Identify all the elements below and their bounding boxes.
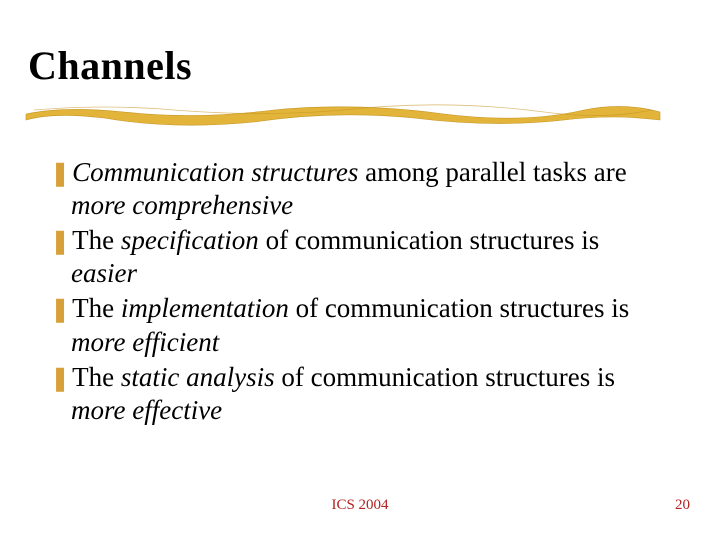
- bullet-text-run: among parallel tasks are: [358, 157, 626, 187]
- bullet-text-run: of communication structures is: [289, 293, 629, 323]
- footer-page-number: 20: [675, 497, 690, 514]
- bullet-text-run: The: [72, 293, 121, 323]
- brush-underline-icon: [24, 100, 664, 126]
- bullet-list: ❚Communication structures among parallel…: [50, 156, 670, 429]
- bullet-text-run: of communication structures is: [275, 362, 615, 392]
- bullet-item: ❚The implementation of communication str…: [50, 292, 670, 358]
- footer-center: ICS 2004: [0, 497, 720, 514]
- bullet-text-run: static analysis: [121, 362, 275, 392]
- bullet-text-run: implementation: [121, 293, 289, 323]
- bullet-text-run: of communication structures is: [259, 225, 599, 255]
- bullet-icon: ❚: [50, 366, 70, 392]
- bullet-icon: ❚: [50, 297, 70, 323]
- slide: Channels ❚Communication structures among…: [0, 0, 720, 540]
- bullet-text-run: more comprehensive: [71, 190, 293, 220]
- bullet-text-run: more efficient: [71, 327, 219, 357]
- bullet-text-run: easier: [71, 258, 137, 288]
- bullet-icon: ❚: [50, 161, 70, 187]
- bullet-item: ❚The specification of communication stru…: [50, 224, 670, 290]
- bullet-item: ❚The static analysis of communication st…: [50, 361, 670, 427]
- slide-title: Channels: [28, 42, 192, 89]
- bullet-text-run: The: [72, 362, 121, 392]
- bullet-text-run: more effective: [71, 395, 222, 425]
- bullet-item: ❚Communication structures among parallel…: [50, 156, 670, 222]
- title-underline: [24, 100, 664, 126]
- bullet-text-run: specification: [121, 225, 259, 255]
- bullet-icon: ❚: [50, 229, 70, 255]
- bullet-text-run: The: [72, 225, 121, 255]
- bullet-text-run: Communication structures: [72, 157, 358, 187]
